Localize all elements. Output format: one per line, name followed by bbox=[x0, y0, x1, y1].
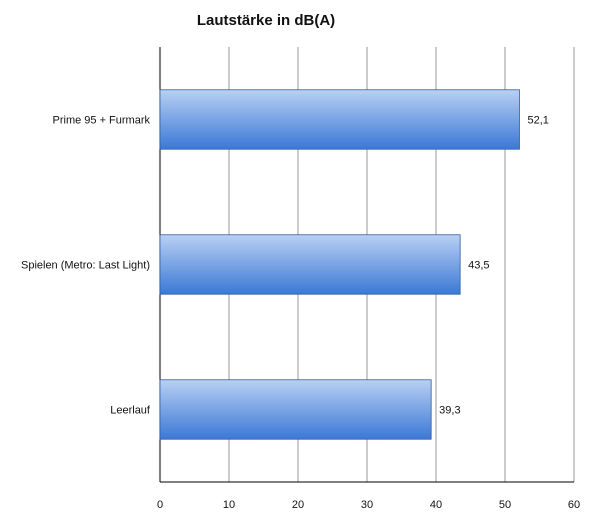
x-tick-label: 0 bbox=[157, 499, 163, 511]
x-tick-label: 30 bbox=[361, 499, 373, 511]
x-tick-label: 60 bbox=[568, 499, 580, 511]
bar-value-label: 39,3 bbox=[439, 405, 460, 417]
bar bbox=[159, 89, 520, 150]
bar-value-label: 43,5 bbox=[468, 260, 489, 272]
chart-title: Lautstärke in dB(A) bbox=[197, 12, 335, 29]
x-tick-label: 40 bbox=[430, 499, 442, 511]
bar-value-label: 52,1 bbox=[527, 115, 548, 127]
bar bbox=[159, 234, 461, 295]
x-tick-label: 50 bbox=[499, 499, 511, 511]
x-tick-label: 10 bbox=[223, 499, 235, 511]
x-tick-label: 20 bbox=[292, 499, 304, 511]
bar bbox=[159, 379, 432, 440]
category-label: Spielen (Metro: Last Light) bbox=[21, 260, 150, 272]
category-label: Leerlauf bbox=[110, 405, 151, 417]
category-label: Prime 95 + Furmark bbox=[53, 115, 151, 127]
